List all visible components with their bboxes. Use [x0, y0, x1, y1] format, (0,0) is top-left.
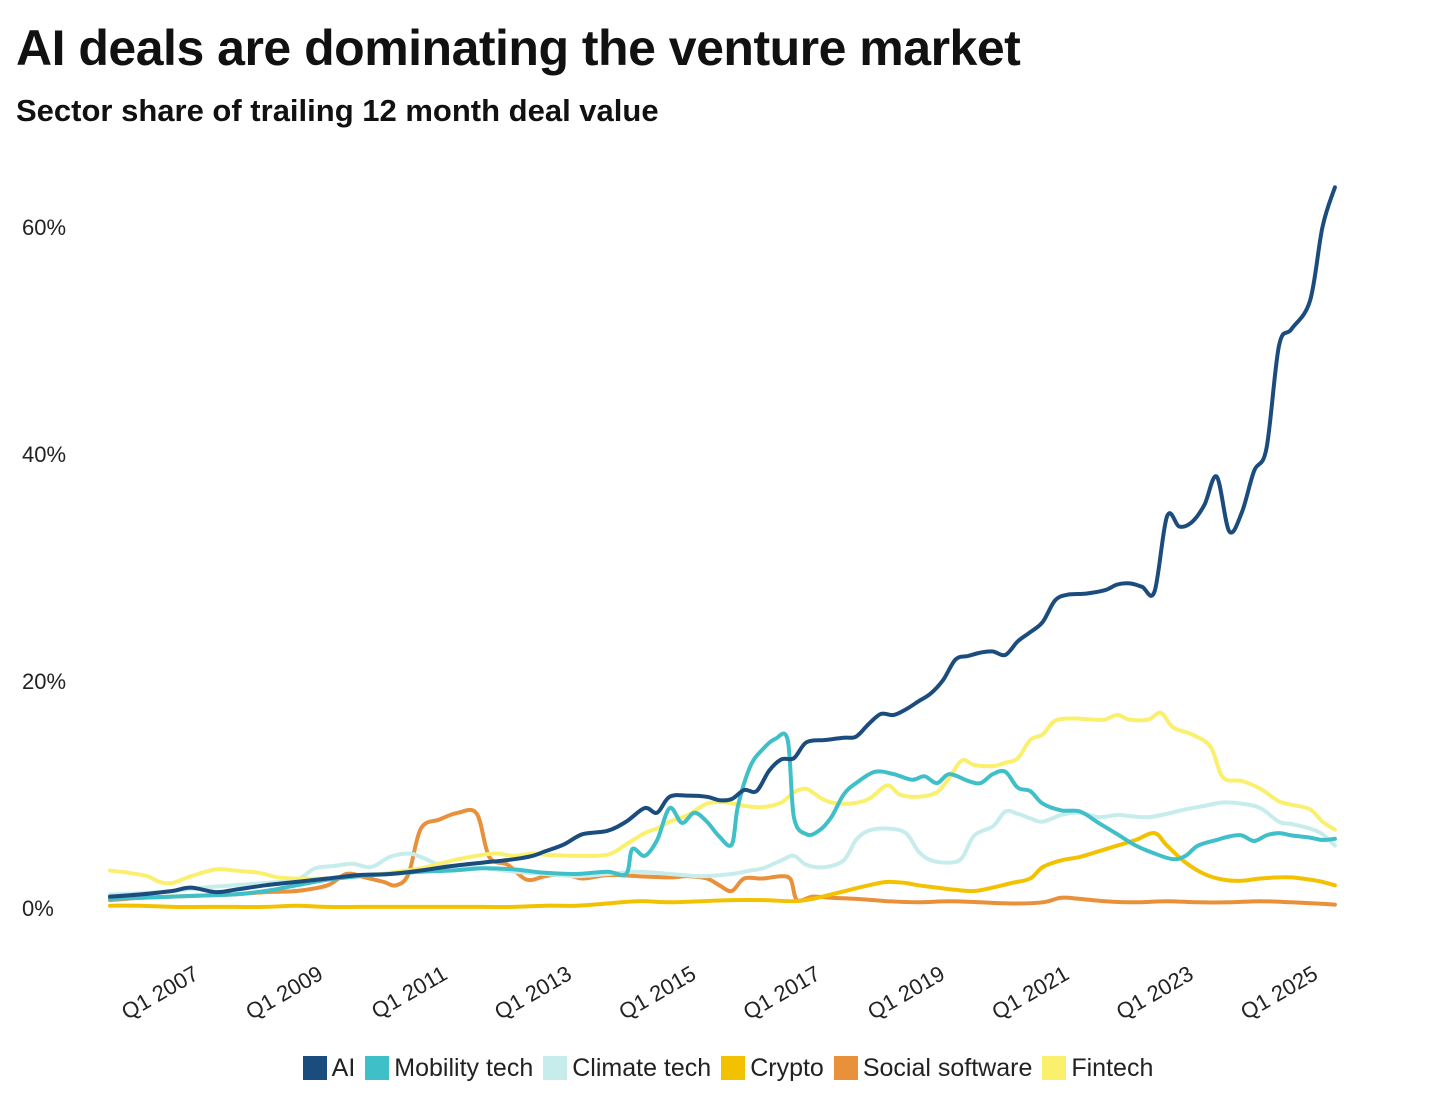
legend-item-climate-tech: Climate tech: [543, 1054, 711, 1083]
legend-label: Climate tech: [572, 1053, 712, 1082]
y-tick-label: 0%: [22, 896, 54, 921]
legend-swatch: [1042, 1056, 1067, 1080]
y-tick-label: 40%: [22, 442, 66, 467]
legend-item-fintech: Fintech: [1042, 1054, 1153, 1083]
plot-area: [108, 185, 1337, 909]
legend-label: Social software: [862, 1053, 1033, 1082]
x-tick-label: Q1 2009: [241, 961, 327, 1025]
y-tick-label: 60%: [22, 215, 66, 240]
x-tick-label: Q1 2015: [614, 961, 700, 1025]
x-tick-label: Q1 2007: [117, 961, 203, 1025]
x-tick-label: Q1 2025: [1236, 961, 1322, 1025]
legend-item-mobility-tech: Mobility tech: [365, 1054, 533, 1083]
series-line-ai: [108, 185, 1337, 899]
legend-label: Mobility tech: [394, 1053, 534, 1082]
series-line-social-software: [108, 807, 1337, 907]
x-tick-label: Q1 2019: [863, 961, 949, 1025]
legend-swatch: [833, 1056, 858, 1080]
legend-item-ai: AI: [302, 1053, 356, 1083]
x-tick-label: Q1 2013: [490, 961, 576, 1025]
legend-item-social-software: Social software: [833, 1053, 1033, 1083]
series-line-climate-tech: [108, 800, 1337, 897]
y-tick-label: 20%: [22, 669, 66, 694]
legend-item-crypto: Crypto: [721, 1054, 824, 1083]
legend-swatch: [365, 1056, 390, 1080]
legend-label: AI: [331, 1053, 356, 1082]
legend-label: Fintech: [1071, 1053, 1154, 1082]
legend-swatch: [721, 1056, 746, 1080]
chart-subtitle: Sector share of trailing 12 month deal v…: [16, 93, 659, 128]
legend: AI Mobility tech Climate tech Crypto Social …: [0, 1050, 1456, 1086]
legend-label: Crypto: [750, 1053, 824, 1082]
series-line-fintech: [108, 710, 1337, 886]
x-tick-label: Q1 2017: [739, 961, 825, 1025]
series-line-mobility-tech: [108, 731, 1337, 901]
y-axis: 0% 20% 40% 60%: [22, 215, 66, 921]
chart-title: AI deals are dominating the venture mark…: [16, 20, 1021, 76]
x-tick-label: Q1 2021: [988, 961, 1074, 1025]
series-line-crypto: [108, 831, 1337, 909]
x-tick-label: Q1 2011: [367, 961, 451, 1024]
legend-swatch: [302, 1056, 327, 1080]
line-chart: 0% 20% 40% 60% Q1 2007 Q1 2009 Q1 2011 Q1 2013…: [22, 185, 1337, 1025]
x-tick-label: Q1 2023: [1112, 961, 1198, 1025]
x-axis: Q1 2007 Q1 2009 Q1 2011 Q1 2013 Q1 2015 Q1 20…: [117, 961, 1322, 1025]
legend-swatch: [543, 1056, 568, 1080]
